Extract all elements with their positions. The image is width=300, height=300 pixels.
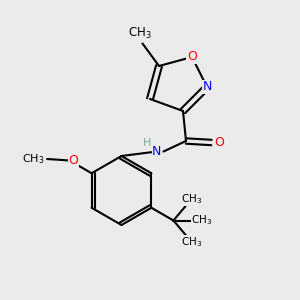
- Text: O: O: [214, 136, 224, 149]
- Text: CH$_3$: CH$_3$: [22, 152, 45, 166]
- Text: H: H: [143, 138, 151, 148]
- Text: O: O: [187, 50, 197, 64]
- Text: N: N: [152, 145, 162, 158]
- Text: CH$_3$: CH$_3$: [191, 214, 213, 227]
- Text: N: N: [202, 80, 212, 94]
- Text: CH$_3$: CH$_3$: [128, 26, 151, 40]
- Text: CH$_3$: CH$_3$: [181, 192, 202, 206]
- Text: O: O: [68, 154, 78, 167]
- Text: CH$_3$: CH$_3$: [181, 236, 202, 249]
